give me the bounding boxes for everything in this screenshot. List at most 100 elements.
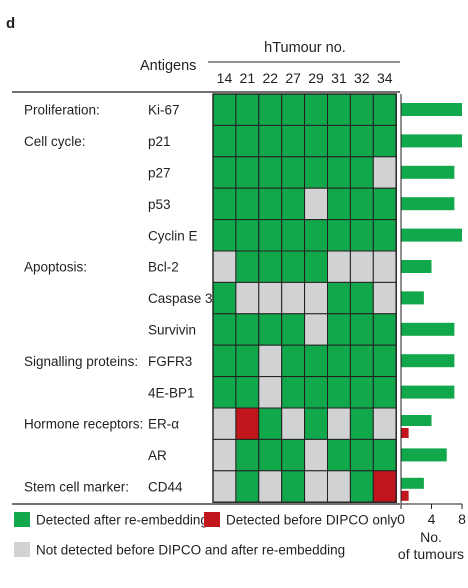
- heatmap-cell-cyclin-e-27: [281, 219, 306, 252]
- heatmap-cell-bcl-2-22: [258, 250, 283, 283]
- heatmap-cell-cd44-29: [304, 470, 329, 503]
- bar-after-5: [401, 260, 432, 273]
- heatmap-cell-caspase-3-34: [372, 281, 397, 315]
- tumour-number-32: 32: [354, 70, 370, 86]
- heatmap-cell-p53-27: [281, 187, 306, 221]
- heatmap-cell-p53-32: [349, 187, 374, 221]
- antigen-label: AR: [148, 448, 167, 463]
- bar-axis-tick-label: 8: [458, 511, 466, 527]
- heatmap-cell-caspase-3-22: [258, 281, 283, 315]
- heatmap-cell-ar-34: [372, 438, 397, 472]
- heatmap-cell-ki-67-34: [372, 93, 397, 126]
- heatmap-cell-er--21: [235, 407, 260, 440]
- heatmap-cell-ki-67-29: [304, 93, 329, 126]
- heatmap-cell-ar-14: [212, 438, 237, 472]
- antigen-label: Cyclin E: [148, 228, 198, 243]
- heatmap-cell-cyclin-e-31: [327, 219, 351, 252]
- heatmap-cell-er--22: [258, 407, 283, 440]
- heatmap-cell-p21-31: [327, 124, 351, 158]
- heatmap-cell-p21-27: [281, 124, 306, 158]
- bar-axis-label: of tumours: [398, 546, 464, 562]
- heatmap-cell-er--14: [212, 407, 237, 440]
- heatmap-cell-survivin-31: [327, 313, 351, 346]
- heatmap-cell-p27-34: [372, 156, 397, 189]
- bar-after-8: [401, 354, 455, 368]
- bar-after-3: [401, 197, 455, 211]
- heatmap-cell-cd44-27: [281, 470, 306, 503]
- heatmap-cell-4e-bp1-27: [281, 376, 306, 409]
- heatmap-cell-bcl-2-27: [281, 250, 306, 283]
- heatmap-cell-cyclin-e-29: [304, 219, 329, 252]
- heatmap-cell-cd44-31: [327, 470, 351, 503]
- heatmap-cell-ki-67-21: [235, 93, 260, 126]
- bar-after-6: [401, 291, 424, 305]
- antigens-header: Antigens: [140, 58, 196, 74]
- heatmap-cell-p21-14: [212, 124, 237, 158]
- bar-after-7: [401, 322, 455, 336]
- heatmap-cell-er--34: [372, 407, 397, 440]
- bar-axis-tick-label: 4: [428, 511, 436, 527]
- heatmap-cell-p53-14: [212, 187, 237, 221]
- legend-swatch-A: [14, 512, 30, 527]
- bar-after-2: [401, 165, 455, 179]
- heatmap-cell-ar-21: [235, 438, 260, 472]
- heatmap-cell-fgfr3-34: [372, 344, 397, 378]
- category-label: Apoptosis:: [24, 260, 87, 275]
- antigen-label: Caspase 3: [148, 291, 213, 306]
- heatmap-cell-p21-22: [258, 124, 283, 158]
- heatmap-cell-caspase-3-32: [349, 281, 374, 315]
- legend-swatch-N: [14, 542, 30, 557]
- heatmap-cell-caspase-3-21: [235, 281, 260, 315]
- antigen-label: 4E-BP1: [148, 385, 195, 400]
- bar-before-12: [401, 490, 409, 501]
- antigen-label: p53: [148, 197, 171, 212]
- antigen-label: CD44: [148, 480, 183, 495]
- heatmap-cell-survivin-14: [212, 313, 237, 346]
- heatmap-cell-p27-29: [304, 156, 329, 189]
- bar-after-0: [401, 103, 462, 116]
- heatmap-cell-fgfr3-31: [327, 344, 351, 378]
- heatmap-cell-fgfr3-29: [304, 344, 329, 378]
- tumour-number-27: 27: [285, 70, 301, 86]
- antigen-label: p27: [148, 166, 171, 181]
- heatmap-cell-cd44-34: [372, 470, 397, 503]
- tumour-number-14: 14: [217, 70, 233, 86]
- heatmap-cell-bcl-2-31: [327, 250, 351, 283]
- heatmap-cell-survivin-22: [258, 313, 283, 346]
- heatmap-cell-ki-67-27: [281, 93, 306, 126]
- category-label: Hormone receptors:: [24, 417, 143, 432]
- heatmap-cell-ki-67-22: [258, 93, 283, 126]
- legend-swatch-B: [204, 512, 220, 527]
- heatmap-cell-4e-bp1-31: [327, 376, 351, 409]
- heatmap-cell-fgfr3-32: [349, 344, 374, 378]
- heatmap-cell-ki-67-14: [212, 93, 237, 126]
- heatmap-cell-p53-21: [235, 187, 260, 221]
- heatmap-cell-p53-31: [327, 187, 351, 221]
- heatmap-cell-bcl-2-34: [372, 250, 397, 283]
- heatmap-cell-4e-bp1-32: [349, 376, 374, 409]
- heatmap-cell-cyclin-e-32: [349, 219, 374, 252]
- heatmap-cell-ki-67-31: [327, 93, 351, 126]
- heatmap-cell-ar-32: [349, 438, 374, 472]
- tumour-number-21: 21: [240, 70, 256, 86]
- category-label: Stem cell marker:: [24, 480, 129, 495]
- heatmap-cell-cd44-22: [258, 470, 283, 503]
- category-label: Cell cycle:: [24, 134, 86, 149]
- tumour-number-31: 31: [331, 70, 347, 86]
- heatmap-cell-p21-32: [349, 124, 374, 158]
- antigen-label: FGFR3: [148, 354, 192, 369]
- heatmap-cell-caspase-3-29: [304, 281, 329, 315]
- tumour-header: hTumour no.: [264, 40, 346, 56]
- heatmap-cell-survivin-29: [304, 313, 329, 346]
- heatmap-cell-p53-22: [258, 187, 283, 221]
- heatmap-cell-p21-34: [372, 124, 397, 158]
- heatmap-cell-p21-29: [304, 124, 329, 158]
- heatmap-cell-cyclin-e-22: [258, 219, 283, 252]
- heatmap-cell-ar-27: [281, 438, 306, 472]
- heatmap-cell-p27-27: [281, 156, 306, 189]
- heatmap-cell-ki-67-32: [349, 93, 374, 126]
- heatmap-cell-p27-14: [212, 156, 237, 189]
- heatmap-cell-p27-32: [349, 156, 374, 189]
- heatmap-cell-p27-22: [258, 156, 283, 189]
